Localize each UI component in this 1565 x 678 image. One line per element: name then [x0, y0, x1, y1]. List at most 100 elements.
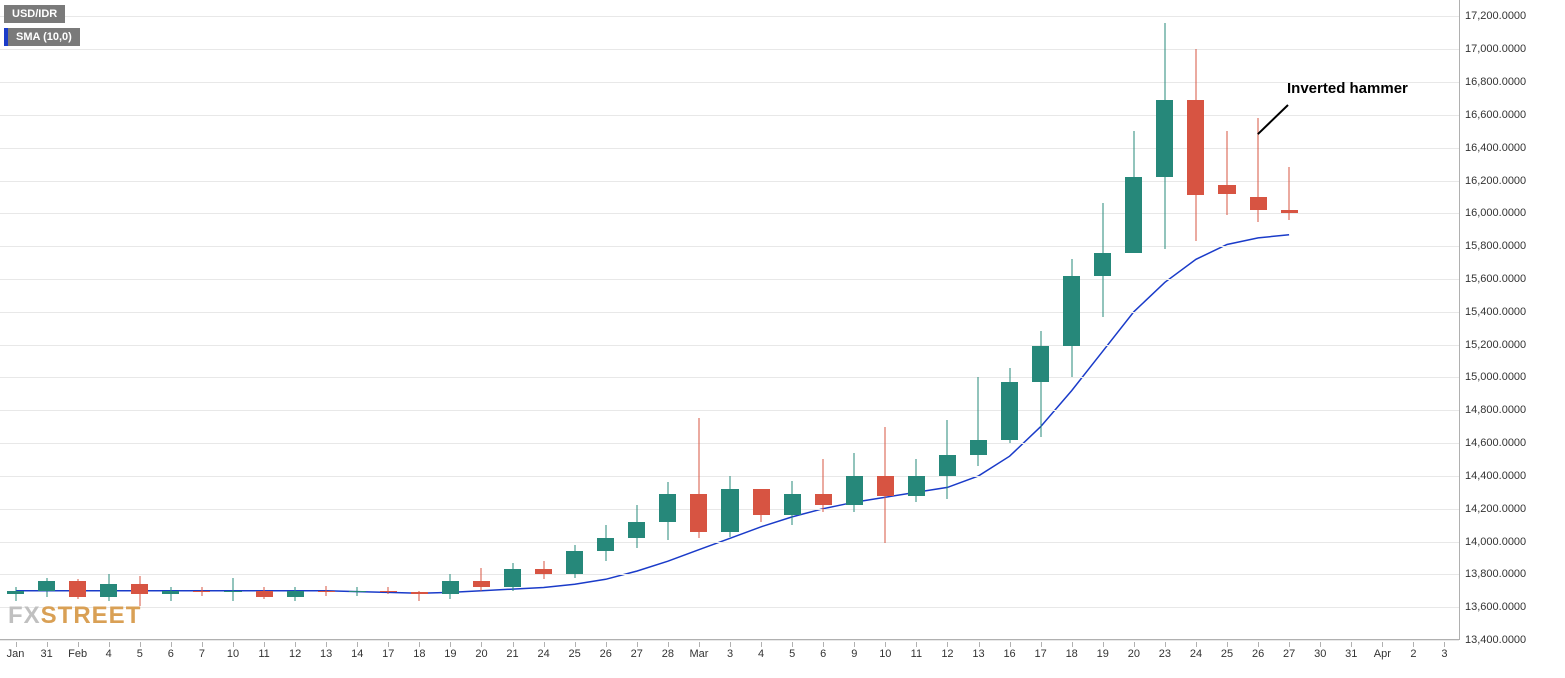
candle-body: [1187, 100, 1204, 195]
x-tick: [171, 642, 172, 647]
candle[interactable]: [504, 0, 521, 640]
x-tick: [885, 642, 886, 647]
candle-body: [287, 591, 304, 598]
x-axis-label: Apr: [1374, 648, 1391, 660]
candle[interactable]: [535, 0, 552, 640]
x-axis-label: 19: [1097, 648, 1109, 660]
x-tick: [450, 642, 451, 647]
candle-body: [1001, 382, 1018, 439]
candle[interactable]: [1125, 0, 1142, 640]
candle[interactable]: [287, 0, 304, 640]
x-axis-label: 17: [382, 648, 394, 660]
y-axis-label: 14,600.0000: [1465, 437, 1526, 449]
y-axis: 13,400.000013,600.000013,800.000014,000.…: [1465, 0, 1565, 640]
x-axis: Jan31Feb45671011121314171819202124252627…: [0, 642, 1460, 678]
candle-body: [597, 538, 614, 551]
x-axis-label: 6: [168, 648, 174, 660]
x-axis-label: 18: [1066, 648, 1078, 660]
candle[interactable]: [815, 0, 832, 640]
x-tick: [1289, 642, 1290, 647]
candle-body: [939, 455, 956, 476]
x-axis-label: 4: [758, 648, 764, 660]
candle[interactable]: [597, 0, 614, 640]
candle[interactable]: [473, 0, 490, 640]
candle[interactable]: [69, 0, 86, 640]
x-axis-label: 13: [972, 648, 984, 660]
candle[interactable]: [318, 0, 335, 640]
candle[interactable]: [38, 0, 55, 640]
x-axis-label: 11: [911, 648, 922, 660]
x-axis-label: 24: [1190, 648, 1202, 660]
candle[interactable]: [1250, 0, 1267, 640]
candle-body: [1218, 185, 1235, 193]
x-tick: [606, 642, 607, 647]
x-tick: [357, 642, 358, 647]
x-axis-label: 5: [137, 648, 143, 660]
candle-body: [1063, 276, 1080, 347]
x-tick: [388, 642, 389, 647]
candle-body: [659, 494, 676, 522]
candle-body: [846, 476, 863, 506]
x-axis-label: 25: [569, 648, 581, 660]
candle-body: [131, 584, 148, 594]
candle[interactable]: [442, 0, 459, 640]
candle[interactable]: [411, 0, 428, 640]
candle[interactable]: [1001, 0, 1018, 640]
candle[interactable]: [877, 0, 894, 640]
x-axis-label: 20: [1128, 648, 1140, 660]
candle-body: [100, 584, 117, 597]
candle[interactable]: [939, 0, 956, 640]
x-axis-label: 19: [444, 648, 456, 660]
candle-body: [193, 591, 210, 593]
candle[interactable]: [628, 0, 645, 640]
candle[interactable]: [7, 0, 24, 640]
gridline: [0, 640, 1459, 641]
candle[interactable]: [908, 0, 925, 640]
x-tick: [1444, 642, 1445, 647]
x-axis-label: 25: [1221, 648, 1233, 660]
candle[interactable]: [753, 0, 770, 640]
candle[interactable]: [1094, 0, 1111, 640]
candle[interactable]: [659, 0, 676, 640]
x-tick: [668, 642, 669, 647]
x-axis-label: 12: [941, 648, 953, 660]
x-axis-label: 6: [820, 648, 826, 660]
candle[interactable]: [721, 0, 738, 640]
candle[interactable]: [690, 0, 707, 640]
candle[interactable]: [224, 0, 241, 640]
y-axis-label: 16,200.0000: [1465, 175, 1526, 187]
candle[interactable]: [100, 0, 117, 640]
candle[interactable]: [1063, 0, 1080, 640]
x-tick: [1382, 642, 1383, 647]
candle[interactable]: [1187, 0, 1204, 640]
y-axis-label: 14,800.0000: [1465, 404, 1526, 416]
chart-badges: USD/IDR SMA (10,0): [4, 4, 80, 50]
y-axis-label: 14,000.0000: [1465, 536, 1526, 548]
candle[interactable]: [131, 0, 148, 640]
candle[interactable]: [162, 0, 179, 640]
y-axis-label: 14,200.0000: [1465, 503, 1526, 515]
candle[interactable]: [1218, 0, 1235, 640]
candle[interactable]: [349, 0, 366, 640]
x-axis-label: Mar: [689, 648, 708, 660]
x-axis-label: 5: [789, 648, 795, 660]
y-axis-label: 15,000.0000: [1465, 371, 1526, 383]
candle[interactable]: [1156, 0, 1173, 640]
candle[interactable]: [566, 0, 583, 640]
x-tick: [1320, 642, 1321, 647]
candle-body: [753, 489, 770, 515]
candle-body: [162, 591, 179, 594]
candle[interactable]: [846, 0, 863, 640]
candle[interactable]: [193, 0, 210, 640]
candle[interactable]: [784, 0, 801, 640]
x-tick: [1072, 642, 1073, 647]
candle[interactable]: [380, 0, 397, 640]
candle[interactable]: [1032, 0, 1049, 640]
candle[interactable]: [970, 0, 987, 640]
plot-area[interactable]: [0, 0, 1460, 640]
candle-body: [1125, 177, 1142, 252]
candle-body: [1281, 210, 1298, 213]
candle[interactable]: [256, 0, 273, 640]
x-tick: [1351, 642, 1352, 647]
candle-wick: [170, 587, 171, 600]
